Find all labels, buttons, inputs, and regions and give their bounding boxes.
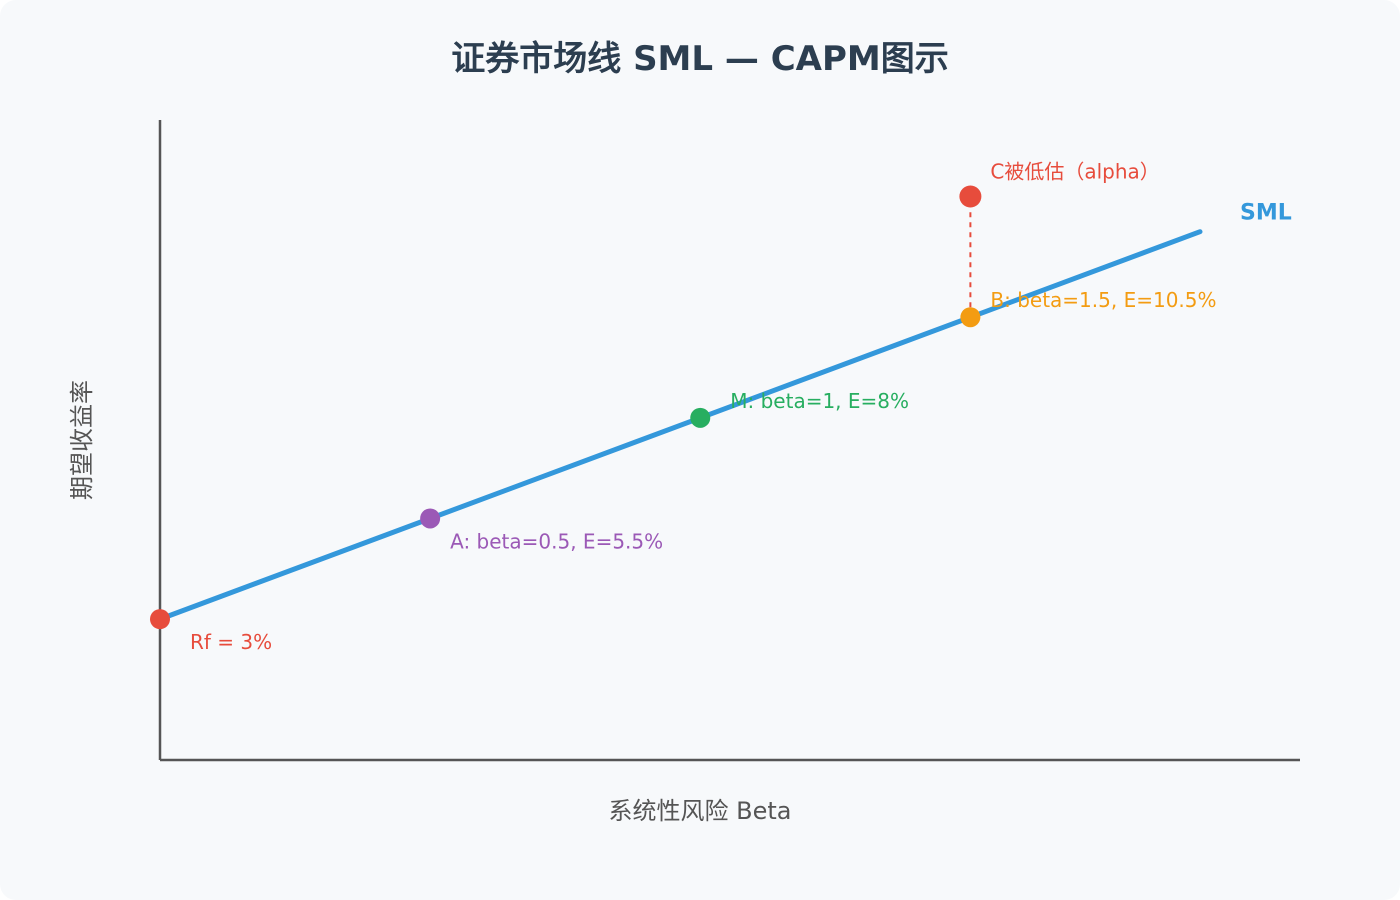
y-axis-label: 期望收益率 [68, 380, 96, 500]
sml-series-label: SML [1240, 201, 1292, 226]
x-axis-label: 系统性风险 Beta [609, 797, 792, 825]
point-marker-4 [959, 185, 982, 208]
chart-title: 证券市场线 SML — CAPM图示 [451, 39, 949, 79]
point-label-3: B: beta=1.5, E=10.5% [990, 288, 1216, 312]
chart-marks: SML Rf = 3% A: beta=0.5, E=5.5% M: beta=1, … [150, 159, 1292, 654]
sml-series-line [157, 229, 1203, 622]
point-label-4: C被低估（alpha） [990, 159, 1159, 183]
point-label-1: A: beta=0.5, E=5.5% [450, 529, 663, 553]
point-marker-1 [420, 508, 441, 529]
point-marker-0 [150, 609, 170, 630]
point-marker-3 [960, 307, 981, 328]
point-marker-2 [690, 407, 711, 428]
point-label-2: M: beta=1, E=8% [730, 389, 909, 413]
point-label-0: Rf = 3% [190, 630, 272, 654]
